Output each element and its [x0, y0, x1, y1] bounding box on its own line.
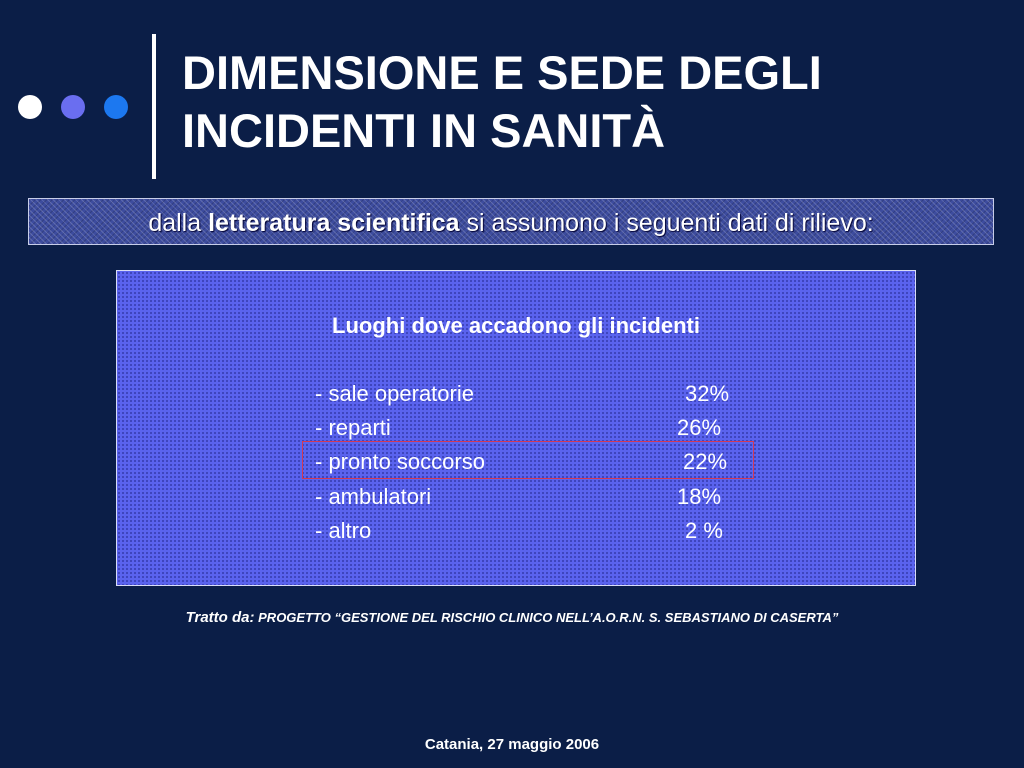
list-item-value: 18% [677, 484, 722, 509]
footer-date: Catania, 27 maggio 2006 [424, 736, 600, 753]
slide-title-line-1: DIMENSIONE E SEDE DEGLI [182, 46, 822, 99]
slide-title: DIMENSIONE E SEDE DEGLI INCIDENTI IN SAN… [182, 44, 982, 160]
source-text: PROGETTO “GESTIONE DEL RISCHIO CLINICO N… [258, 610, 839, 625]
subtitle-suffix: si assumono i seguenti dati di rilievo: [459, 209, 874, 237]
list-item-value: 26% [677, 415, 722, 440]
list-item-label: - ambulatori [315, 484, 432, 509]
highlight-box [302, 441, 754, 479]
decorative-dot-blue [104, 95, 128, 119]
list-item-label: - sale operatorie [315, 381, 474, 406]
slide-title-line-2: INCIDENTI IN SANITÀ [182, 104, 666, 157]
decorative-dot-lavender [61, 95, 85, 119]
data-panel: Luoghi dove accadono gli incidenti - sal… [116, 270, 916, 586]
subtitle-emphasis: letteratura scientifica [208, 209, 460, 237]
list-item-value: 2 % [685, 518, 723, 543]
list-item-value: 22% [683, 449, 728, 474]
source-label: Tratto da: [185, 609, 255, 626]
list-item-label: - reparti [315, 415, 391, 440]
list-item-label: - pronto soccorso [315, 449, 485, 474]
list-item-value: 32% [685, 381, 730, 406]
decorative-dot-white [18, 95, 42, 119]
title-divider [152, 34, 156, 179]
subtitle-prefix: dalla [148, 209, 209, 237]
list-item-label: - altro [315, 518, 372, 543]
panel-heading: Luoghi dove accadono gli incidenti [332, 313, 700, 338]
source-note: Tratto da: PROGETTO “GESTIONE DEL RISCHI… [0, 610, 1024, 626]
subtitle-band: dalla letteratura scientifica si assumon… [28, 198, 994, 245]
subtitle-text: dalla letteratura scientifica si assumon… [29, 208, 993, 238]
